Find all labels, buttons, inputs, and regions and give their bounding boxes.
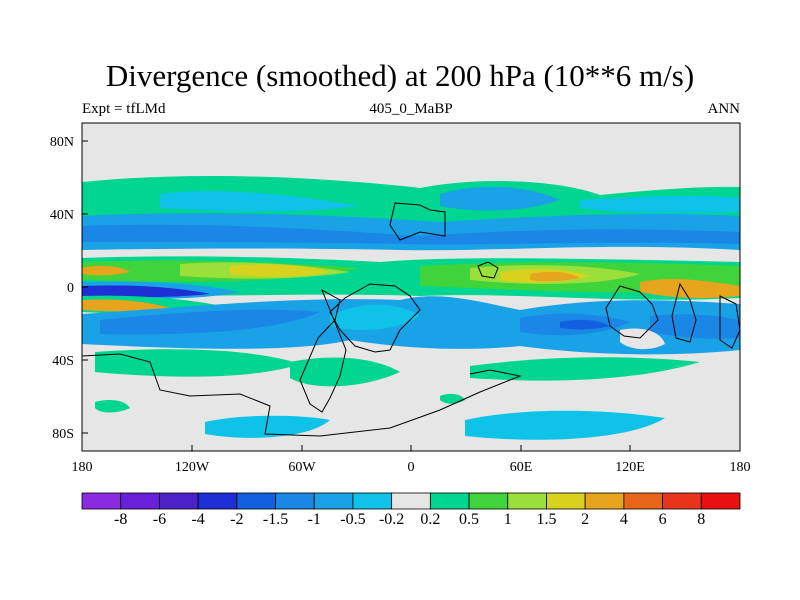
colorbar-label: 1 <box>504 511 512 528</box>
colorbar-label: -0.5 <box>340 511 365 528</box>
colorbar-swatch <box>468 492 509 510</box>
colorbar-swatch <box>700 492 741 510</box>
colorbar-swatch <box>662 492 702 510</box>
colorbar-label: -6 <box>153 511 166 528</box>
colorbar-swatch <box>352 492 393 510</box>
colorbar-swatch <box>313 492 354 510</box>
colorbar-label: 1.5 <box>536 511 556 528</box>
colorbar-label: -1 <box>308 511 321 528</box>
colorbar-swatch <box>429 492 470 510</box>
colorbar-label: 4 <box>620 511 628 528</box>
x-tick-label: 180 <box>730 460 751 475</box>
y-tick-label: 0 <box>67 281 74 296</box>
colorbar-swatch <box>391 492 431 510</box>
colorbar-label: -1.5 <box>263 511 288 528</box>
colorbar-label: 0.2 <box>420 511 440 528</box>
y-tick-label: 80S <box>52 427 74 442</box>
colorbar-swatch <box>584 492 625 510</box>
x-tick-label: 120E <box>615 460 645 475</box>
colorbar-swatch <box>236 492 276 510</box>
axis-ticks <box>81 140 741 451</box>
colorbar-label: 0.5 <box>459 511 479 528</box>
colorbar-swatch <box>159 492 199 510</box>
colorbar-swatch <box>546 492 586 510</box>
colorbar-label: 2 <box>581 511 589 528</box>
colorbar-swatch <box>120 492 160 510</box>
x-tick-label: 180 <box>72 460 93 475</box>
chart-title: Divergence (smoothed) at 200 hPa (10**6 … <box>105 58 695 93</box>
x-tick-label: 60W <box>288 460 316 475</box>
colorbar-label: -4 <box>191 511 204 528</box>
colorbar-swatch <box>197 492 238 510</box>
divergence-field <box>82 123 740 451</box>
colorbar-label: 6 <box>659 511 667 528</box>
colorbar-label: -2 <box>230 511 243 528</box>
colorbar-swatch <box>623 492 663 510</box>
center-subtitle: 405_0_MaBP <box>369 101 453 117</box>
y-tick-label: 80N <box>50 135 74 150</box>
colorbar-swatch <box>275 492 315 510</box>
x-tick-label: 60E <box>510 460 533 475</box>
y-tick-label: 40S <box>52 354 74 369</box>
colorbar-label: -0.2 <box>379 511 404 528</box>
y-tick-label: 40N <box>50 208 74 223</box>
colorbar: -8 -6 -4 -2 -1.5 -1 -0.5 -0.2 0.2 0.5 1 1.5 2 4 6 8 <box>81 492 741 528</box>
season-label: ANN <box>707 101 741 117</box>
colorbar-swatch <box>507 492 547 510</box>
x-tick-label: 0 <box>408 460 415 475</box>
colorbar-label: 8 <box>697 511 705 528</box>
colorbar-label: -8 <box>114 511 127 528</box>
experiment-label: Expt = tfLMd <box>82 101 166 117</box>
x-tick-label: 120W <box>175 460 210 475</box>
colorbar-swatch <box>81 492 122 510</box>
